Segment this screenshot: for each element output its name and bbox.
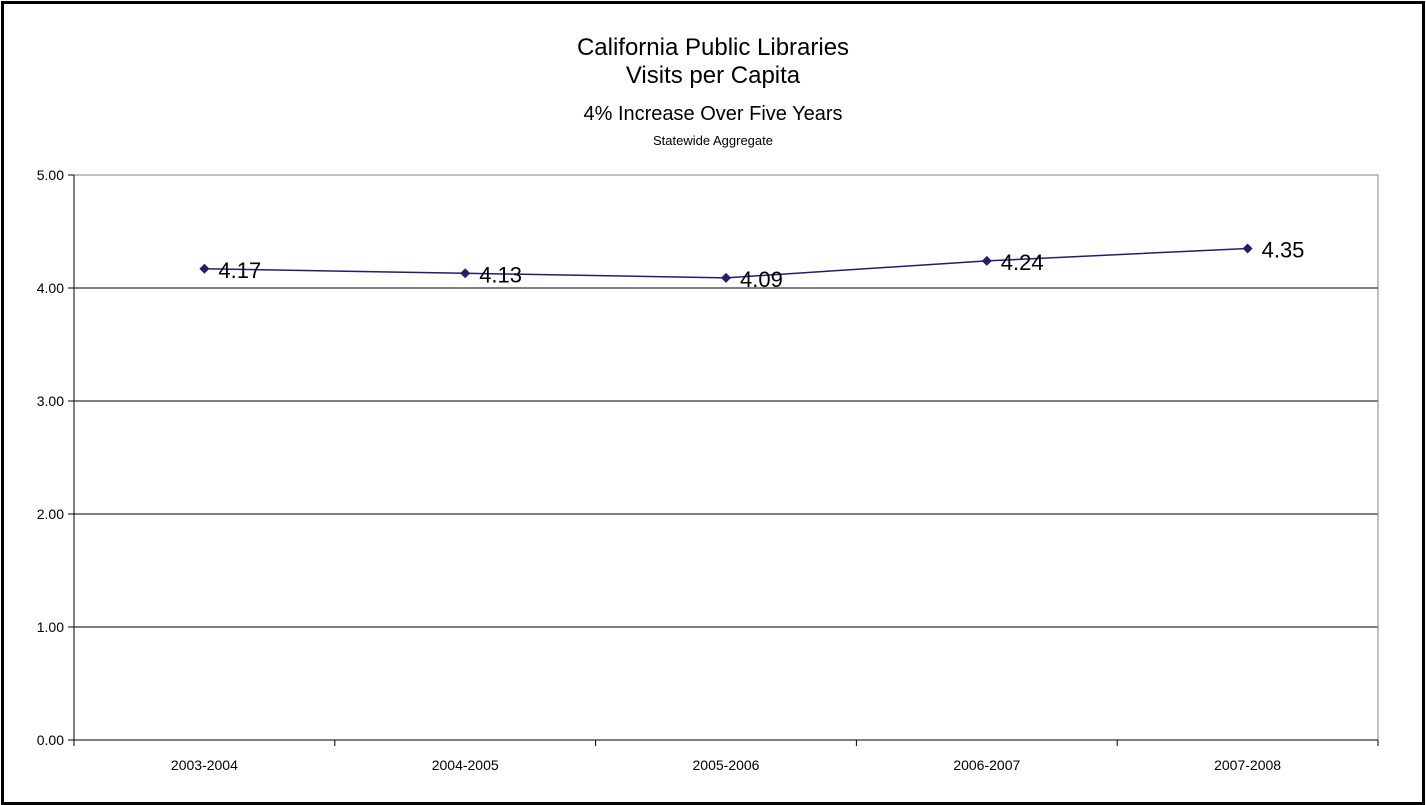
chart-title-line2: Visits per Capita <box>625 62 801 89</box>
y-tick-label: 5.00 <box>37 167 64 183</box>
data-label: 4.35 <box>1262 237 1305 262</box>
x-tick-label: 2004-2005 <box>432 757 499 773</box>
y-tick-label: 1.00 <box>37 619 64 635</box>
chart-subtitle: 4% Increase Over Five Years <box>583 103 843 125</box>
chart-title: California Public Libraries <box>576 34 850 61</box>
data-point <box>460 268 471 279</box>
data-label: 4.09 <box>740 267 783 292</box>
x-tick-label: 2005-2006 <box>693 757 760 773</box>
y-tick-label: 0.00 <box>37 732 64 748</box>
chart-subtitle-small: Statewide Aggregate <box>653 133 773 148</box>
data-point <box>721 272 731 283</box>
x-tick-label: 2006-2007 <box>953 757 1020 773</box>
y-tick-label: 3.00 <box>37 393 64 409</box>
data-label: 4.13 <box>479 262 522 287</box>
data-point <box>199 263 210 274</box>
data-point <box>1242 243 1253 254</box>
data-label: 4.17 <box>218 258 261 283</box>
data-point <box>981 255 992 266</box>
y-tick-label: 2.00 <box>37 506 64 522</box>
x-tick-label: 2007-2008 <box>1214 757 1281 773</box>
y-tick-label: 4.00 <box>37 280 64 296</box>
x-tick-label: 2003-2004 <box>171 757 238 773</box>
data-label: 4.24 <box>1001 250 1044 275</box>
